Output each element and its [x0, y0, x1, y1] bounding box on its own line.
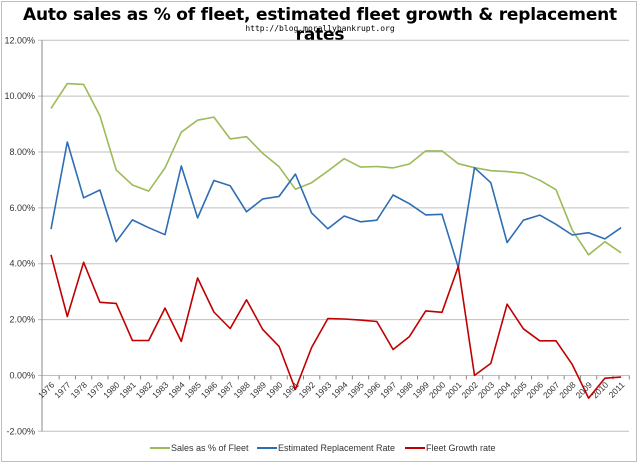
series-lines	[50, 82, 622, 399]
legend-swatch-replacement	[257, 447, 277, 449]
y-tick-label: 12.00%	[4, 35, 35, 45]
y-tick-label: 6.00%	[9, 203, 35, 213]
x-tick-label: 1998	[394, 380, 415, 401]
x-tick-label: 1990	[264, 380, 285, 401]
chart-subtitle: http://blog.morallybankrupt.org	[245, 24, 395, 33]
x-tick-label: 1987	[215, 380, 236, 401]
x-axis-ticks: 1976197719781979198019811982198319841985…	[36, 375, 630, 401]
x-tick-label: 1992	[297, 380, 318, 401]
y-tick-label: 4.00%	[9, 259, 35, 269]
x-tick-label: 1977	[52, 380, 73, 401]
y-tick-label: 8.00%	[9, 147, 35, 157]
x-tick-label: 1993	[313, 380, 334, 401]
legend-label-growth: Fleet Growth rate	[426, 443, 496, 453]
legend-item-sales: Sales as % of Fleet	[150, 443, 249, 453]
x-tick-label: 2006	[525, 380, 546, 401]
y-axis-ticks: -2.00% 0.00% 2.00% 4.00% 6.00% 8.00% 10.00% 12.…	[4, 35, 35, 436]
gridlines	[38, 39, 629, 432]
x-tick-label: 1983	[150, 380, 171, 401]
x-tick-label: 1976	[36, 380, 57, 401]
x-tick-label: 2007	[541, 380, 562, 401]
legend: Sales as % of Fleet Estimated Replacemen…	[0, 443, 640, 459]
x-tick-label: 1978	[69, 380, 90, 401]
legend-swatch-sales	[150, 447, 170, 449]
x-tick-label: 1986	[199, 380, 220, 401]
x-tick-label: 1999	[411, 380, 432, 401]
x-tick-label: 1984	[166, 380, 187, 401]
x-tick-label: 1979	[85, 380, 106, 401]
series-line-sales-as-of-fleet	[50, 82, 622, 256]
x-tick-label: 1988	[231, 380, 252, 401]
y-tick-label: 10.00%	[4, 91, 35, 101]
y-tick-label: 2.00%	[9, 315, 35, 325]
x-tick-label: 2010	[590, 380, 611, 401]
y-tick-label: -2.00%	[6, 426, 35, 436]
x-tick-label: 1980	[101, 380, 122, 401]
x-tick-label: 2004	[492, 380, 513, 401]
x-tick-label: 1989	[248, 380, 269, 401]
x-tick-label: 2011	[607, 380, 627, 400]
legend-label-sales: Sales as % of Fleet	[171, 443, 249, 453]
x-tick-label: 1996	[362, 380, 383, 401]
x-tick-label: 1994	[329, 380, 350, 401]
x-tick-label: 1997	[378, 380, 399, 401]
series-line-fleet-growth-rate	[50, 254, 622, 399]
x-tick-label: 1982	[134, 380, 155, 401]
x-tick-label: 1981	[117, 380, 138, 401]
x-tick-label: 2001	[443, 380, 464, 401]
legend-swatch-growth	[405, 447, 425, 449]
legend-label-replacement: Estimated Replacement Rate	[278, 443, 396, 453]
x-tick-label: 2005	[508, 380, 529, 401]
x-tick-label: 2008	[557, 380, 578, 401]
x-tick-label: 2000	[427, 380, 448, 401]
x-tick-label: 1995	[345, 380, 366, 401]
legend-item-replacement: Estimated Replacement Rate	[257, 443, 395, 453]
series-line-estimated-replacement-rate	[50, 141, 622, 269]
x-tick-label: 1985	[183, 380, 204, 401]
y-tick-label: 0.00%	[9, 370, 35, 380]
x-tick-label: 2002	[460, 380, 481, 401]
legend-item-growth: Fleet Growth rate	[405, 443, 496, 453]
x-tick-label: 2003	[476, 380, 497, 401]
